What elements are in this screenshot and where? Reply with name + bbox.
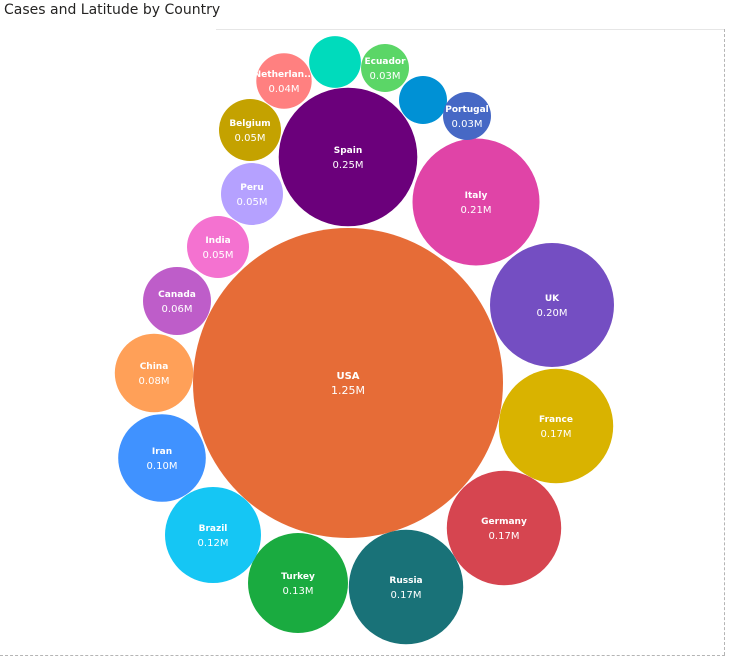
bubble-name-peru: Peru	[240, 183, 264, 193]
bubble-peru[interactable]: Peru 0.05M	[221, 163, 283, 225]
bubble-iran[interactable]: Iran 0.10M	[118, 414, 206, 502]
bubble-name-turkey: Turkey	[281, 572, 315, 582]
bubble-ecuador[interactable]: Ecuador 0.03M	[361, 44, 409, 92]
bubble-circle-canada[interactable]	[143, 267, 211, 335]
visual-border-top	[216, 29, 724, 30]
bubble-value-uk: 0.20M	[537, 308, 568, 319]
bubble-uk[interactable]: UK 0.20M	[490, 243, 614, 367]
bubble-canada[interactable]: Canada 0.06M	[143, 267, 211, 335]
bubble-name-china: China	[140, 362, 169, 372]
bubble-value-usa: 1.25M	[331, 384, 365, 397]
bubble-value-canada: 0.06M	[162, 304, 193, 315]
bubble-italy[interactable]: Italy 0.21M	[412, 138, 540, 266]
bubble-value-ecuador: 0.03M	[370, 71, 401, 82]
bubble-value-spain: 0.25M	[333, 160, 364, 171]
bubble-value-france: 0.17M	[541, 429, 572, 440]
bubble-circle-belgium[interactable]	[219, 99, 281, 161]
bubble-value-china: 0.08M	[139, 376, 170, 387]
bubble-name-italy: Italy	[465, 191, 488, 201]
bubble-india[interactable]: India 0.05M	[187, 216, 249, 278]
bubble-unlabeled-16[interactable]	[309, 36, 361, 88]
bubble-circle-portugal[interactable]	[443, 92, 491, 140]
bubble-spain[interactable]: Spain 0.25M	[278, 87, 418, 227]
bubble-value-iran: 0.10M	[147, 461, 178, 472]
bubble-circle-unlabeled-16[interactable]	[309, 36, 361, 88]
bubble-value-portugal: 0.03M	[452, 119, 483, 130]
bubble-name-usa: USA	[336, 371, 359, 382]
bubble-circle-spain[interactable]	[278, 87, 418, 227]
bubble-circle-germany[interactable]	[446, 470, 562, 586]
bubble-name-brazil: Brazil	[199, 524, 228, 534]
bubble-value-india: 0.05M	[203, 250, 234, 261]
bubble-name-ecuador: Ecuador	[364, 57, 406, 67]
bubble-circle-france[interactable]	[498, 368, 614, 484]
bubble-circle-china[interactable]	[114, 333, 194, 413]
bubble-name-netherlan: Netherlan...	[254, 70, 315, 80]
bubble-circle-italy[interactable]	[412, 138, 540, 266]
bubble-turkey[interactable]: Turkey 0.13M	[248, 533, 348, 633]
bubble-circle-unlabeled-18[interactable]	[399, 76, 447, 124]
bubble-name-spain: Spain	[334, 146, 363, 156]
bubble-circle-uk[interactable]	[490, 243, 614, 367]
bubble-name-russia: Russia	[389, 576, 422, 586]
bubble-usa[interactable]: USA 1.25M	[193, 228, 503, 538]
bubble-circle-brazil[interactable]	[165, 487, 261, 583]
bubble-value-russia: 0.17M	[391, 590, 422, 601]
bubble-circle-usa[interactable]	[193, 228, 503, 538]
visual-border-bottom	[0, 655, 725, 656]
bubble-value-netherlan: 0.04M	[269, 84, 300, 95]
bubble-russia[interactable]: Russia 0.17M	[348, 529, 464, 645]
bubble-belgium[interactable]: Belgium 0.05M	[219, 99, 281, 161]
bubble-circle-india[interactable]	[187, 216, 249, 278]
bubble-brazil[interactable]: Brazil 0.12M	[165, 487, 261, 583]
bubble-value-turkey: 0.13M	[283, 586, 314, 597]
bubble-portugal[interactable]: Portugal 0.03M	[443, 92, 491, 140]
bubble-germany[interactable]: Germany 0.17M	[446, 470, 562, 586]
bubble-name-india: India	[205, 236, 230, 246]
bubble-circle-turkey[interactable]	[248, 533, 348, 633]
bubble-unlabeled-18[interactable]	[399, 76, 447, 124]
bubble-circle-iran[interactable]	[118, 414, 206, 502]
bubble-value-peru: 0.05M	[237, 197, 268, 208]
bubble-circle-russia[interactable]	[348, 529, 464, 645]
bubble-value-belgium: 0.05M	[235, 133, 266, 144]
bubble-name-france: France	[539, 415, 573, 425]
bubble-name-canada: Canada	[158, 290, 196, 300]
visual-border-right	[724, 29, 725, 655]
bubble-value-brazil: 0.12M	[198, 538, 229, 549]
bubble-name-belgium: Belgium	[229, 119, 270, 129]
bubble-circle-netherlan[interactable]	[256, 53, 312, 109]
bubble-china[interactable]: China 0.08M	[114, 333, 194, 413]
bubble-netherlan[interactable]: Netherlan... 0.04M	[254, 53, 315, 109]
bubble-name-germany: Germany	[481, 517, 527, 527]
bubble-value-italy: 0.21M	[461, 205, 492, 216]
bubble-france[interactable]: France 0.17M	[498, 368, 614, 484]
chart-title: Cases and Latitude by Country	[4, 2, 221, 18]
bubble-name-portugal: Portugal	[445, 105, 489, 115]
bubble-circle-ecuador[interactable]	[361, 44, 409, 92]
bubble-name-uk: UK	[545, 294, 560, 304]
bubble-name-iran: Iran	[152, 447, 172, 457]
bubble-circle-peru[interactable]	[221, 163, 283, 225]
bubble-value-germany: 0.17M	[489, 531, 520, 542]
